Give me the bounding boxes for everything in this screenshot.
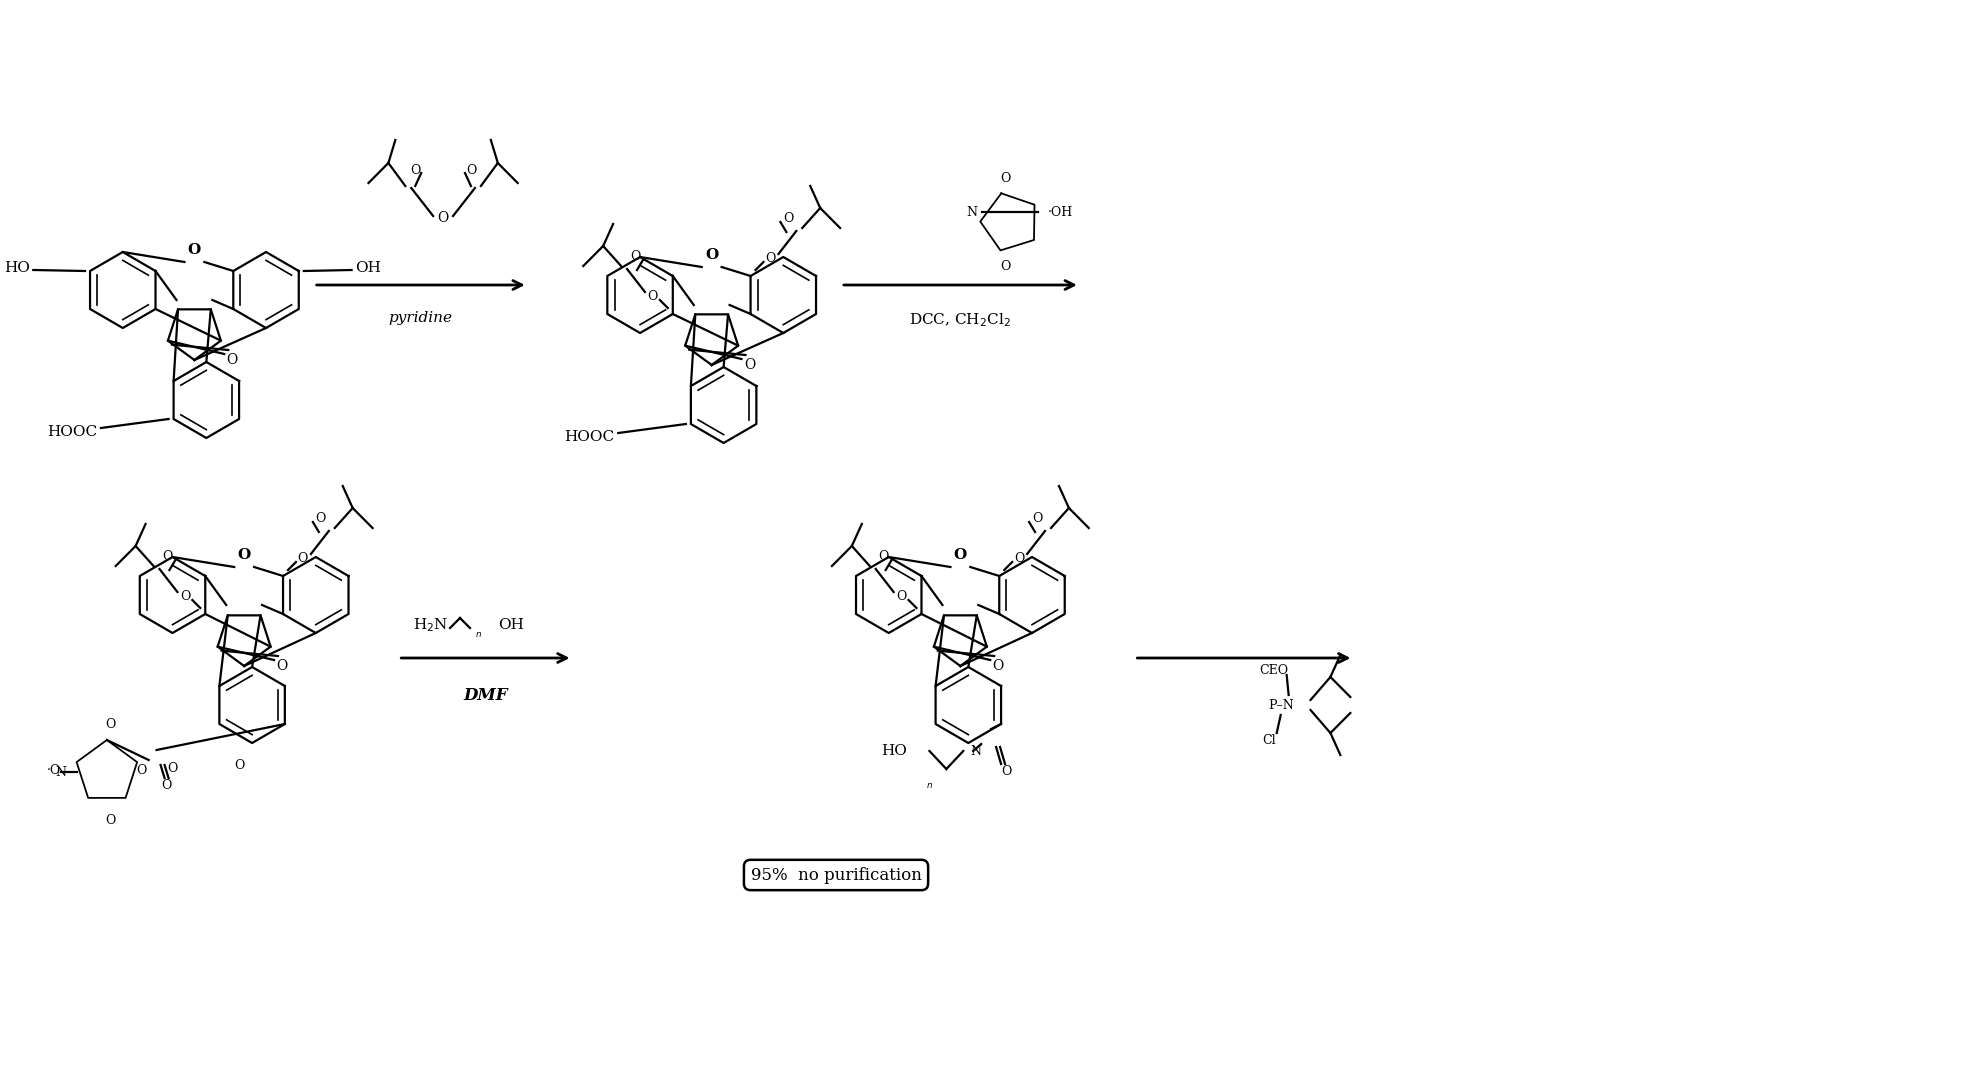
Text: P–N: P–N [1267, 699, 1293, 712]
Text: O: O [764, 252, 776, 265]
Text: ·O: ·O [48, 763, 61, 776]
Text: OH: OH [354, 261, 382, 275]
Text: O: O [952, 548, 966, 562]
Text: O: O [226, 353, 238, 367]
Text: pyridine: pyridine [388, 311, 451, 325]
Text: N: N [966, 206, 978, 218]
Text: O: O [166, 762, 178, 775]
Text: O: O [742, 358, 754, 372]
Text: O: O [897, 590, 907, 603]
Text: Cl: Cl [1261, 734, 1275, 747]
Text: O: O [275, 659, 287, 673]
Text: O: O [1000, 764, 1010, 777]
Text: N: N [970, 744, 982, 758]
Text: O: O [238, 548, 251, 562]
Text: OH: OH [497, 618, 523, 632]
Text: $_n$: $_n$ [925, 777, 933, 790]
Text: O: O [162, 549, 172, 562]
Text: O: O [1014, 552, 1024, 565]
Text: O: O [877, 549, 889, 562]
Text: HOOC: HOOC [48, 425, 97, 439]
Text: O: O [105, 717, 117, 730]
Text: HO: HO [4, 261, 30, 275]
Text: DCC, CH$_2$Cl$_2$: DCC, CH$_2$Cl$_2$ [909, 311, 1012, 329]
Text: HOOC: HOOC [564, 429, 614, 444]
Text: O: O [315, 511, 327, 524]
Text: 95%  no purification: 95% no purification [750, 867, 921, 884]
Text: DMF: DMF [463, 687, 507, 703]
Text: H$_2$N: H$_2$N [412, 616, 447, 634]
Text: ·OH: ·OH [1047, 206, 1073, 218]
Text: O: O [465, 164, 475, 177]
Text: O: O [234, 759, 244, 772]
Text: O: O [1000, 259, 1010, 272]
Text: O: O [160, 778, 172, 791]
Text: O: O [647, 290, 657, 303]
Text: O: O [188, 243, 200, 257]
Text: O: O [782, 211, 794, 225]
Text: N: N [55, 765, 67, 778]
Text: CEO: CEO [1257, 664, 1287, 677]
Text: O: O [1000, 171, 1010, 184]
Text: O: O [438, 211, 449, 225]
Text: O: O [630, 250, 640, 263]
Text: O: O [180, 590, 190, 603]
Text: O: O [1032, 511, 1041, 524]
Text: O: O [137, 763, 147, 776]
Text: O: O [410, 164, 420, 177]
Text: O: O [297, 552, 309, 565]
Text: O: O [992, 659, 1004, 673]
Text: $_n$: $_n$ [475, 627, 481, 640]
Text: HO: HO [881, 744, 907, 758]
Text: O: O [105, 813, 117, 826]
Text: O: O [705, 249, 719, 262]
